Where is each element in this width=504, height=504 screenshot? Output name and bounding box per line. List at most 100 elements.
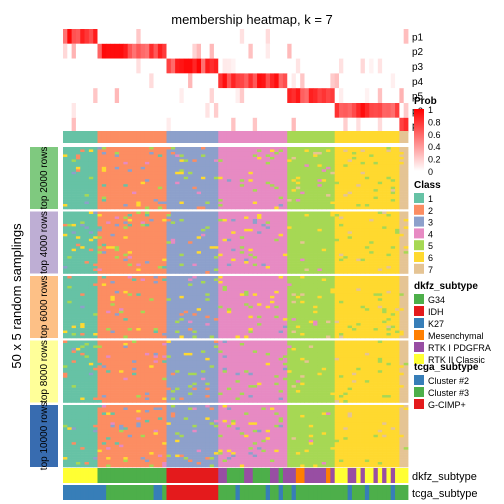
membership-cell (339, 216, 344, 220)
prob-cell (110, 88, 116, 103)
membership-cell (403, 241, 409, 245)
prob-cell (403, 103, 409, 118)
prob-row-label: p1 (412, 32, 424, 43)
class-strip-cell (196, 131, 202, 143)
membership-cell (351, 204, 357, 207)
membership-cell (386, 171, 392, 175)
membership-cell (93, 268, 98, 272)
prob-cell (390, 29, 396, 44)
membership-cell (330, 191, 336, 195)
membership-cell (222, 199, 228, 202)
membership-cell (377, 243, 383, 247)
prob-cell (218, 29, 223, 44)
membership-cell (270, 248, 275, 252)
membership-cell (144, 251, 150, 254)
membership-cell (175, 189, 180, 192)
membership-cell (136, 186, 142, 190)
membership-cell (364, 216, 370, 220)
membership-cell (183, 253, 189, 257)
membership-cell (403, 164, 409, 168)
membership-cell (403, 179, 409, 183)
membership-cell (213, 154, 219, 158)
membership-cell (110, 253, 116, 257)
prob-cell (88, 103, 94, 118)
membership-cell (265, 211, 271, 215)
prob-cell (63, 29, 68, 44)
membership-cell (101, 246, 107, 249)
membership-cell (313, 268, 318, 272)
membership-cell (97, 218, 103, 222)
membership-cell (88, 223, 94, 227)
membership-cell (162, 196, 167, 200)
membership-cell (213, 171, 219, 175)
prob-cell (351, 117, 357, 133)
membership-cell (403, 248, 409, 252)
membership-cell (226, 204, 232, 207)
membership-cell (317, 179, 323, 183)
membership-cell (136, 236, 142, 240)
membership-cell (360, 228, 366, 232)
prob-cell (114, 117, 120, 133)
membership-cell (317, 204, 323, 207)
membership-cell (166, 191, 172, 195)
membership-cell (166, 196, 172, 200)
membership-cell (399, 159, 405, 163)
membership-cell (63, 253, 68, 257)
membership-cell (97, 251, 103, 254)
membership-cell (270, 280, 275, 284)
membership-cell (201, 266, 206, 269)
prob-cell (106, 43, 111, 59)
membership-cell (192, 216, 198, 220)
membership-cell (188, 258, 193, 262)
membership-cell (88, 216, 94, 220)
membership-cell (153, 156, 159, 160)
membership-cell (278, 266, 284, 269)
membership-cell (218, 169, 223, 173)
prob-cell (209, 29, 215, 44)
membership-cell (179, 196, 185, 200)
membership-cell (257, 236, 262, 240)
membership-cell (304, 223, 310, 227)
membership-cell (67, 266, 73, 269)
membership-cell (339, 246, 344, 249)
membership-cell (382, 263, 387, 267)
prob-cell (351, 58, 357, 74)
membership-cell (330, 251, 336, 254)
membership-cell (88, 248, 94, 252)
membership-cell (114, 228, 120, 232)
membership-cell (287, 199, 292, 202)
membership-cell (63, 251, 68, 254)
prob-cell (201, 29, 206, 44)
class-strip-cell (244, 131, 249, 143)
membership-cell (123, 258, 129, 262)
membership-cell (132, 161, 137, 165)
membership-cell (248, 266, 254, 269)
membership-cell (386, 154, 392, 158)
membership-cell (257, 278, 262, 282)
membership-cell (157, 171, 163, 175)
membership-cell (110, 263, 116, 267)
membership-cell (282, 280, 288, 284)
membership-cell (291, 194, 297, 197)
prob-cell (270, 29, 275, 44)
membership-cell (244, 253, 249, 257)
class-strip-cell (166, 131, 172, 143)
prob-cell (183, 117, 189, 133)
membership-cell (132, 241, 137, 245)
class-strip-cell (248, 131, 254, 143)
prob-cell (63, 73, 68, 89)
membership-cell (390, 248, 396, 252)
membership-cell (313, 159, 318, 163)
membership-cell (356, 283, 361, 287)
membership-cell (153, 194, 159, 197)
membership-cell (291, 278, 297, 282)
membership-cell (93, 166, 98, 170)
membership-cell (231, 199, 236, 202)
membership-cell (71, 196, 77, 200)
membership-cell (209, 166, 215, 170)
prob-cell (153, 58, 159, 74)
membership-cell (205, 216, 211, 220)
membership-cell (205, 243, 211, 247)
membership-cell (265, 151, 271, 155)
membership-cell (110, 156, 116, 160)
